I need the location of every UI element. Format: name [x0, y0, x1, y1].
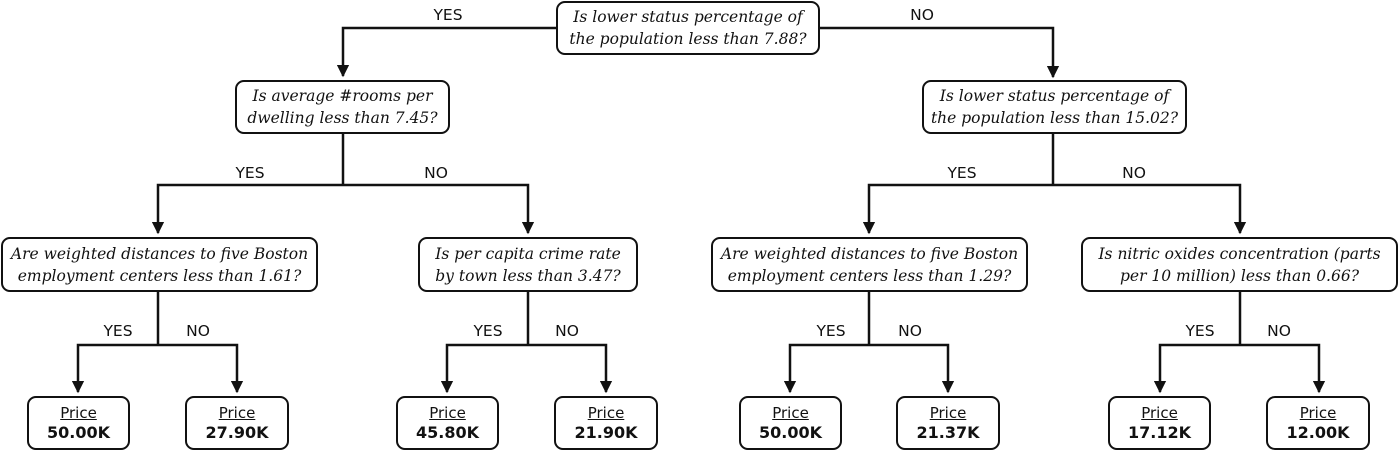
node-text-line: by town less than 3.47?: [435, 266, 621, 285]
node-text-line: per 10 million) less than 0.66?: [1119, 266, 1360, 285]
edge-root-no: [820, 26, 1060, 79]
edge-right-yes: [862, 183, 1053, 235]
node-text-line: employment centers less than 1.29?: [727, 266, 1012, 285]
branch-label-no: NO: [186, 322, 210, 340]
branch-label-yes: YES: [816, 322, 846, 340]
branch-label-yes: YES: [1185, 322, 1215, 340]
leaf-label: Price: [218, 403, 256, 422]
branch-label-no: NO: [898, 322, 922, 340]
leaf-price-node: Price 12.00K: [1266, 396, 1370, 450]
decision-node-lower-status: Is lower status percentage of the popula…: [922, 80, 1187, 134]
edge-rl-no: [869, 343, 955, 394]
branch-label-no: NO: [1267, 322, 1291, 340]
decision-node-distances-2: Are weighted distances to five Boston em…: [711, 237, 1028, 292]
leaf-value: 17.12K: [1127, 422, 1191, 442]
edge-right-no: [1053, 183, 1247, 235]
edge-rl-yes: [783, 343, 869, 394]
node-text-line: the population less than 7.88?: [569, 30, 807, 48]
leaf-value: 27.90K: [205, 422, 269, 442]
node-text-line: the population less than 15.02?: [930, 109, 1179, 127]
branch-label-yes: YES: [473, 322, 503, 340]
leaf-value: 21.37K: [916, 422, 980, 442]
branch-label-no: NO: [424, 164, 448, 182]
node-text-line: Are weighted distances to five Boston: [720, 244, 1019, 263]
leaf-label: Price: [1299, 403, 1337, 422]
leaf-label: Price: [587, 403, 625, 422]
branch-label-no: NO: [910, 6, 934, 24]
leaf-price-node: Price 17.12K: [1108, 396, 1211, 450]
root-decision-node: Is lower status percentage of the popula…: [556, 1, 820, 55]
decision-node-nitric-oxides: Is nitric oxides concentration (parts pe…: [1081, 237, 1398, 292]
node-text-line: Is lower status percentage of: [573, 8, 803, 26]
edge-lr-yes: [440, 343, 528, 394]
leaf-price-node: Price 50.00K: [739, 396, 842, 450]
leaf-value: 50.00K: [758, 422, 822, 442]
node-text-line: Is lower status percentage of: [939, 87, 1170, 105]
leaf-value: 45.80K: [415, 422, 479, 442]
leaf-value: 50.00K: [46, 422, 110, 442]
edge-ll-no: [158, 343, 244, 394]
node-text-line: employment centers less than 1.61?: [17, 266, 302, 285]
leaf-label: Price: [429, 403, 466, 422]
edge-rr-yes: [1153, 343, 1240, 394]
leaf-label: Price: [772, 403, 809, 422]
branch-label-yes: YES: [235, 164, 265, 182]
leaf-label: Price: [1141, 403, 1178, 422]
decision-node-rooms: Is average #rooms per dwelling less than…: [235, 80, 450, 134]
branch-label-no: NO: [555, 322, 579, 340]
edge-left-no: [343, 183, 535, 235]
node-text-line: dwelling less than 7.45?: [247, 109, 438, 127]
leaf-label: Price: [929, 403, 967, 422]
leaf-price-node: Price 50.00K: [27, 396, 130, 450]
edge-root-yes: [336, 26, 556, 78]
edge-rr-no: [1240, 343, 1326, 394]
leaf-price-node: Price 27.90K: [185, 396, 289, 450]
branch-label-yes: YES: [433, 6, 463, 24]
edge-lr-no: [528, 343, 613, 394]
leaf-value: 12.00K: [1286, 422, 1350, 442]
leaf-price-node: Price 21.37K: [896, 396, 1000, 450]
node-text-line: Is nitric oxides concentration (parts: [1098, 244, 1381, 263]
node-text-line: Is per capita crime rate: [435, 244, 621, 263]
decision-node-crime-rate: Is per capita crime rate by town less th…: [418, 237, 638, 292]
branch-label-yes: YES: [947, 164, 977, 182]
node-text-line: Is average #rooms per: [252, 87, 433, 105]
branch-label-no: NO: [1122, 164, 1146, 182]
leaf-price-node: Price 21.90K: [554, 396, 658, 450]
leaf-price-node: Price 45.80K: [396, 396, 499, 450]
edge-left-yes: [151, 183, 343, 235]
decision-node-distances-1: Are weighted distances to five Boston em…: [1, 237, 318, 292]
leaf-value: 21.90K: [574, 422, 638, 442]
leaf-label: Price: [60, 403, 97, 422]
edge-ll-yes: [71, 343, 158, 394]
branch-label-yes: YES: [103, 322, 133, 340]
node-text-line: Are weighted distances to five Boston: [10, 244, 309, 263]
